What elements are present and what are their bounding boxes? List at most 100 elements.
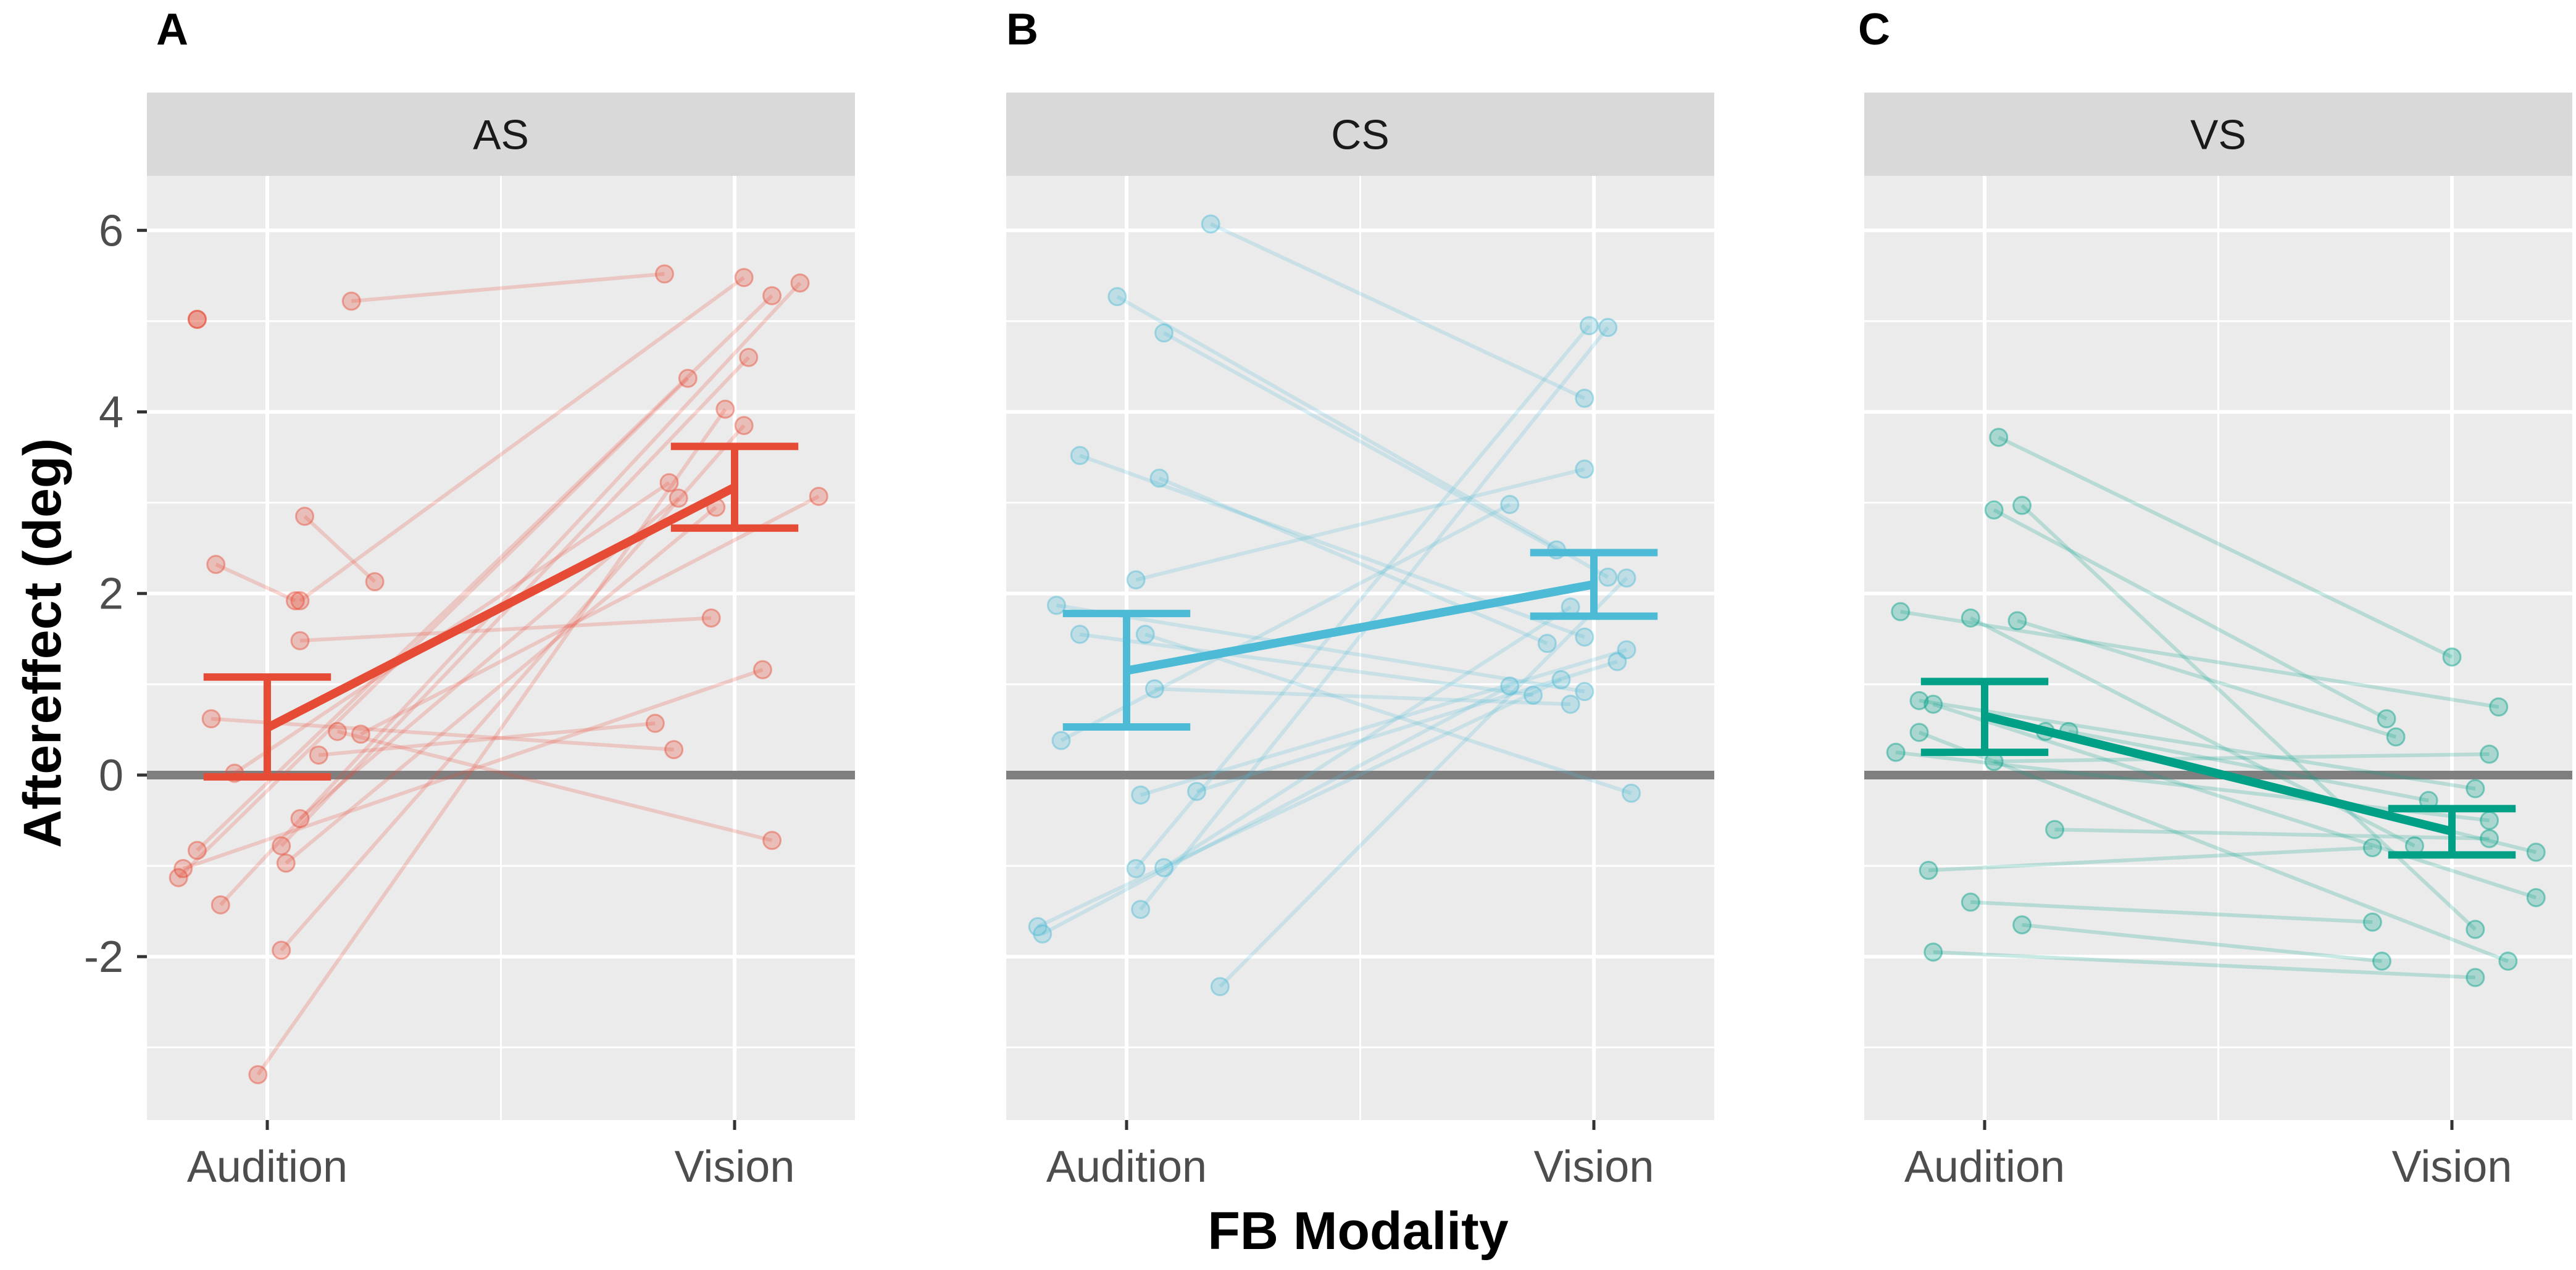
subject-line-as <box>299 616 712 643</box>
subject-point-vs <box>2012 496 2032 515</box>
subject-point-as <box>272 836 291 856</box>
subject-line-cs <box>1196 660 1618 794</box>
strip-vs <box>1864 93 2572 176</box>
subject-point-as <box>762 831 782 850</box>
subject-point-cs <box>1126 570 1146 590</box>
subject-point-as <box>645 713 665 733</box>
subject-point-cs <box>1210 977 1230 997</box>
subject-point-vs <box>2362 912 2382 932</box>
subject-line-vs <box>1970 900 2373 924</box>
subject-point-as <box>169 868 188 887</box>
subject-point-as <box>762 286 782 305</box>
panel-tag-vs: C <box>1858 5 1890 54</box>
subject-line-cs <box>1158 476 1548 645</box>
subject-point-as <box>295 507 315 526</box>
subject-point-cs <box>1551 670 1571 689</box>
subject-line-cs <box>1144 633 1632 795</box>
subject-point-as <box>290 631 310 650</box>
subject-line-as <box>303 515 377 583</box>
subject-point-vs <box>2386 727 2406 747</box>
subject-line-cs <box>1116 295 1609 579</box>
subject-point-as <box>290 809 310 829</box>
subject-point-cs <box>1537 634 1557 654</box>
strip-label-vs: VS <box>2190 112 2246 159</box>
x-tick-label-as: Vision <box>675 1142 795 1192</box>
subject-point-vs <box>1961 892 1980 912</box>
subject-point-cs <box>1201 214 1220 234</box>
subject-line-cs <box>1135 467 1585 582</box>
panel-tag-cs: B <box>1006 5 1038 54</box>
subject-line-cs <box>1154 687 1571 707</box>
subject-line-as <box>182 668 764 871</box>
subject-point-cs <box>1154 323 1174 343</box>
subject-point-cs <box>1617 568 1636 588</box>
subject-point-cs <box>1500 676 1520 696</box>
subject-line-vs <box>1918 731 2509 963</box>
subject-point-cs <box>1187 781 1207 801</box>
subject-line-vs <box>2020 504 2477 931</box>
subject-point-vs <box>1924 694 1943 714</box>
subject-line-vs <box>2022 923 2382 963</box>
subject-point-vs <box>2466 779 2485 799</box>
subject-point-as <box>752 660 772 679</box>
y-tick-label: -2 <box>84 932 123 982</box>
subject-line-as <box>280 424 746 952</box>
subject-point-cs <box>1131 785 1151 805</box>
subject-point-as <box>734 268 754 288</box>
subject-line-vs <box>1998 435 2453 659</box>
subject-line-as <box>256 408 727 1076</box>
subject-point-as <box>272 940 291 960</box>
subject-point-as <box>285 591 305 610</box>
subject-point-as <box>351 724 370 744</box>
subject-point-as <box>809 486 828 506</box>
subject-line-cs <box>1162 605 1572 869</box>
subject-point-cs <box>1051 731 1071 750</box>
subject-point-as <box>715 399 735 419</box>
subject-point-cs <box>1575 627 1594 647</box>
subject-point-cs <box>1622 783 1641 803</box>
subject-point-cs <box>1561 694 1580 714</box>
subject-point-cs <box>1070 446 1090 465</box>
subject-point-cs <box>1149 468 1169 488</box>
subject-line-cs <box>1079 632 1533 697</box>
subject-line-as <box>285 505 717 865</box>
subject-point-cs <box>1154 858 1174 878</box>
subject-point-vs <box>2480 811 2499 831</box>
subject-line-vs <box>1993 508 2388 721</box>
x-axis-title: FB Modality <box>1207 1202 1508 1261</box>
subject-point-cs <box>1107 287 1127 307</box>
subject-point-vs <box>2480 744 2499 764</box>
subject-line-vs <box>1932 702 2537 900</box>
y-tick-label: 4 <box>99 388 123 438</box>
subject-point-cs <box>1033 924 1052 944</box>
subject-point-cs <box>1500 495 1520 515</box>
subject-point-vs <box>2526 842 2546 862</box>
subject-line-as <box>360 494 820 736</box>
subject-point-vs <box>2498 952 2518 971</box>
subject-point-as <box>341 291 361 311</box>
x-tick-label-cs: Vision <box>1534 1142 1654 1192</box>
subject-line-as <box>219 281 802 907</box>
subject-point-as <box>328 721 348 741</box>
subject-point-vs <box>2466 919 2485 939</box>
subject-line-cs <box>1140 648 1627 797</box>
subject-point-cs <box>1598 567 1618 587</box>
strip-label-as: AS <box>473 112 529 159</box>
subject-point-cs <box>1617 640 1636 660</box>
subject-point-vs <box>2045 820 2065 839</box>
subject-point-vs <box>2526 888 2546 908</box>
mean-line-vs <box>1983 712 2453 836</box>
subject-point-vs <box>1909 723 1929 742</box>
subject-point-vs <box>1886 742 1906 762</box>
subject-line-vs <box>1900 610 2499 709</box>
subject-line-cs <box>1036 678 1562 929</box>
subject-point-as <box>309 745 328 765</box>
subject-line-cs <box>1060 502 1511 742</box>
subject-point-vs <box>2007 611 2027 631</box>
subject-point-vs <box>2377 709 2396 729</box>
subject-point-vs <box>1989 428 2009 447</box>
subject-point-as <box>669 488 688 508</box>
subject-line-cs <box>1134 324 1591 870</box>
subject-line-cs <box>1209 222 1586 401</box>
subject-line-as <box>177 376 690 879</box>
